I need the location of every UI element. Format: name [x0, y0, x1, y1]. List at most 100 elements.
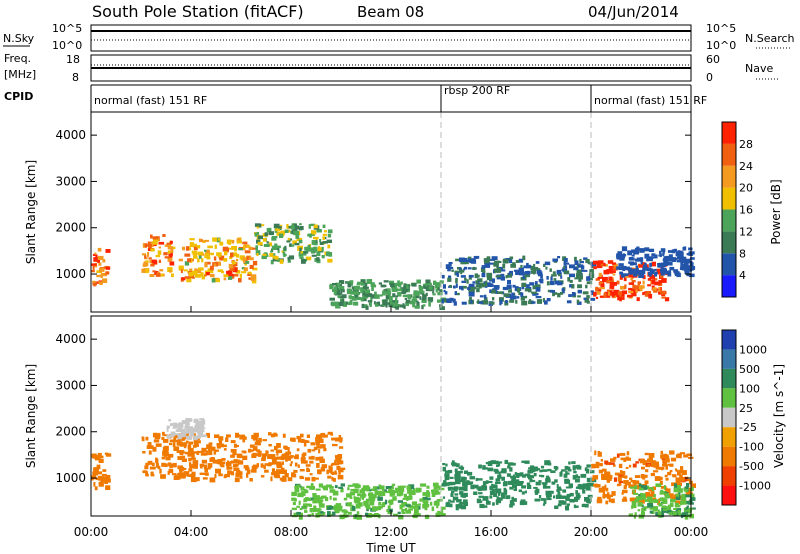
data-cell [494, 481, 501, 484]
data-cell [222, 444, 227, 448]
data-cell [595, 296, 599, 299]
data-cell [319, 458, 325, 463]
data-cell [680, 258, 686, 263]
data-cell [329, 486, 334, 489]
x-tick-label: 00:00 [74, 525, 109, 539]
data-cell [524, 460, 530, 464]
data-cell [143, 268, 149, 274]
data-cell [573, 504, 577, 509]
data-cell [509, 500, 514, 505]
data-cell [364, 282, 368, 286]
data-cell [619, 256, 625, 261]
data-cell [221, 458, 226, 461]
data-cell [545, 266, 548, 270]
data-cell [652, 486, 656, 490]
data-cell [277, 463, 283, 468]
data-cell [194, 436, 199, 439]
data-cell [288, 229, 291, 233]
data-cell [166, 242, 173, 245]
colorbar-segment [722, 231, 736, 254]
data-cell [218, 436, 224, 441]
data-cell [226, 465, 230, 470]
data-cell [484, 297, 488, 302]
data-cell [628, 464, 632, 468]
data-cell [398, 515, 404, 520]
data-cell [311, 240, 316, 245]
data-cell [571, 292, 576, 297]
data-cell [369, 501, 375, 506]
data-cell [445, 264, 451, 269]
data-cell [203, 239, 210, 242]
data-cell [168, 255, 173, 258]
data-cell [161, 462, 166, 467]
data-cell [361, 496, 364, 500]
data-cell [201, 459, 208, 464]
data-cell [197, 450, 201, 453]
data-cell [533, 267, 539, 271]
data-cell [198, 435, 202, 439]
data-cell [171, 463, 174, 468]
data-cell [268, 242, 272, 247]
data-cell [654, 281, 659, 286]
data-cell [529, 282, 535, 286]
data-cell [236, 453, 243, 459]
data-cell [388, 500, 393, 504]
data-cell [363, 286, 369, 289]
data-cell [327, 431, 333, 435]
data-cell [507, 462, 514, 466]
data-cell [495, 500, 499, 505]
data-cell [168, 442, 173, 446]
data-cell [520, 296, 525, 301]
data-cell [147, 442, 152, 447]
data-cell [554, 280, 559, 285]
data-cell [507, 465, 511, 469]
data-cell [582, 483, 589, 488]
data-cell [414, 305, 420, 309]
data-cell [672, 511, 677, 516]
data-cell [683, 263, 689, 267]
data-cell [597, 484, 601, 488]
data-cell [301, 491, 306, 494]
data-cell [225, 461, 232, 467]
data-cell [274, 243, 278, 247]
data-cell [305, 464, 311, 467]
data-cell [653, 461, 659, 467]
data-cell [200, 465, 203, 469]
data-cell [275, 446, 278, 450]
data-cell [92, 253, 96, 256]
data-cell [468, 283, 475, 287]
data-cell [454, 292, 460, 296]
data-cell [141, 436, 145, 439]
data-cell [533, 263, 536, 268]
data-cell [335, 437, 341, 442]
data-cell [652, 489, 655, 492]
data-cell [289, 455, 294, 458]
data-cell [640, 474, 645, 479]
data-cell [677, 477, 680, 483]
data-cell [295, 234, 300, 239]
data-cell [177, 475, 181, 480]
data-cell [292, 501, 296, 506]
data-cell [214, 244, 217, 249]
data-cell [301, 492, 306, 496]
data-cell [622, 489, 628, 494]
data-cell [304, 489, 309, 494]
data-cell [324, 251, 327, 256]
data-cell [437, 510, 444, 514]
data-cell [180, 428, 186, 434]
data-cell [257, 450, 262, 456]
data-cell [644, 499, 649, 502]
data-cell [635, 289, 638, 293]
data-cell [522, 499, 526, 504]
data-cell [576, 299, 580, 304]
data-cell [652, 506, 658, 511]
data-cell [626, 451, 630, 456]
data-cell [553, 260, 558, 263]
data-cell [597, 291, 601, 295]
data-cell [598, 272, 602, 277]
data-cell [161, 436, 165, 441]
data-cell [604, 279, 608, 283]
data-cell [214, 449, 219, 452]
nave-tick-top: 60 [706, 53, 720, 66]
data-cell [204, 262, 208, 268]
